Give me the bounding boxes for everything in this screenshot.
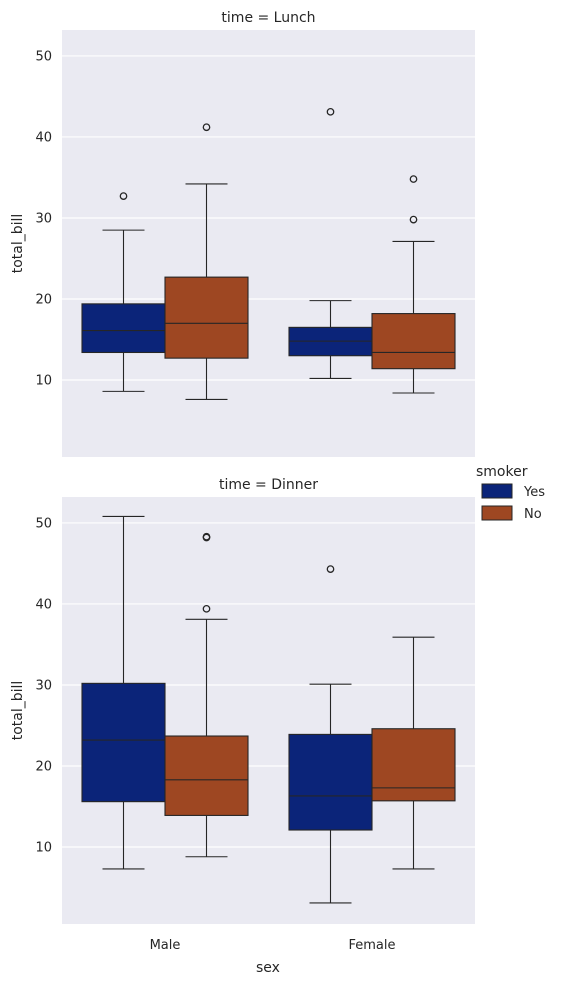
y-tick-label: 30: [35, 211, 52, 226]
iqr-box: [371, 728, 456, 802]
outlier-point: [202, 604, 211, 613]
iqr-box: [81, 303, 166, 354]
box-male-yes: [81, 515, 166, 870]
iqr-box: [81, 682, 166, 803]
box-female-no: [371, 636, 456, 870]
facet-panel-1: 10 20 30 40 50 time = Dinner total_bill Male Fem…: [10, 477, 475, 953]
y-tick-label: 10: [35, 841, 52, 856]
y-axis-label: total_bill: [10, 214, 26, 274]
box-female-yes: [288, 107, 373, 379]
iqr-box: [164, 735, 249, 816]
y-tick-label: 20: [35, 760, 52, 775]
box-male-yes: [81, 192, 166, 392]
legend-label-no: No: [524, 507, 542, 522]
box-male-no: [164, 532, 249, 858]
facet-title: time = Lunch: [221, 10, 315, 26]
outlier-point: [326, 107, 335, 116]
iqr-box: [288, 733, 373, 831]
outlier-point: [202, 123, 211, 132]
legend-title: smoker: [476, 464, 528, 480]
box-male-no: [164, 123, 249, 401]
y-tick-label: 50: [35, 516, 52, 531]
box-female-no: [371, 175, 456, 394]
facet-title: time = Dinner: [219, 477, 318, 493]
y-tick-label: 30: [35, 678, 52, 693]
outlier-point: [409, 215, 418, 224]
facet-panels: 10 20 30 40 50 time = Lunch total_bill 10 20 30 40…: [10, 10, 475, 953]
facet-panel-0: 10 20 30 40 50 time = Lunch total_bill: [10, 10, 475, 457]
outlier-point: [202, 532, 211, 541]
legend: smoker Yes No: [476, 464, 545, 522]
legend-label-yes: Yes: [523, 485, 545, 500]
x-tick-label: Female: [348, 938, 395, 953]
y-tick-label: 20: [35, 293, 52, 308]
outlier-point: [326, 565, 335, 573]
y-tick-label: 40: [35, 597, 52, 612]
x-axis-label: sex: [256, 960, 280, 976]
iqr-box: [371, 313, 456, 370]
y-tick-label: 10: [35, 374, 52, 389]
y-tick-label: 50: [35, 49, 52, 64]
outlier-point: [409, 175, 418, 183]
outlier-point: [119, 192, 128, 200]
y-tick-label: 40: [35, 130, 52, 145]
box-female-yes: [288, 565, 373, 904]
legend-swatch-no: [481, 505, 513, 521]
iqr-box: [164, 276, 249, 359]
legend-swatch-yes: [481, 483, 513, 499]
plot-background: [62, 30, 475, 457]
y-axis-label: total_bill: [10, 681, 26, 741]
x-tick-label: Male: [150, 938, 181, 953]
